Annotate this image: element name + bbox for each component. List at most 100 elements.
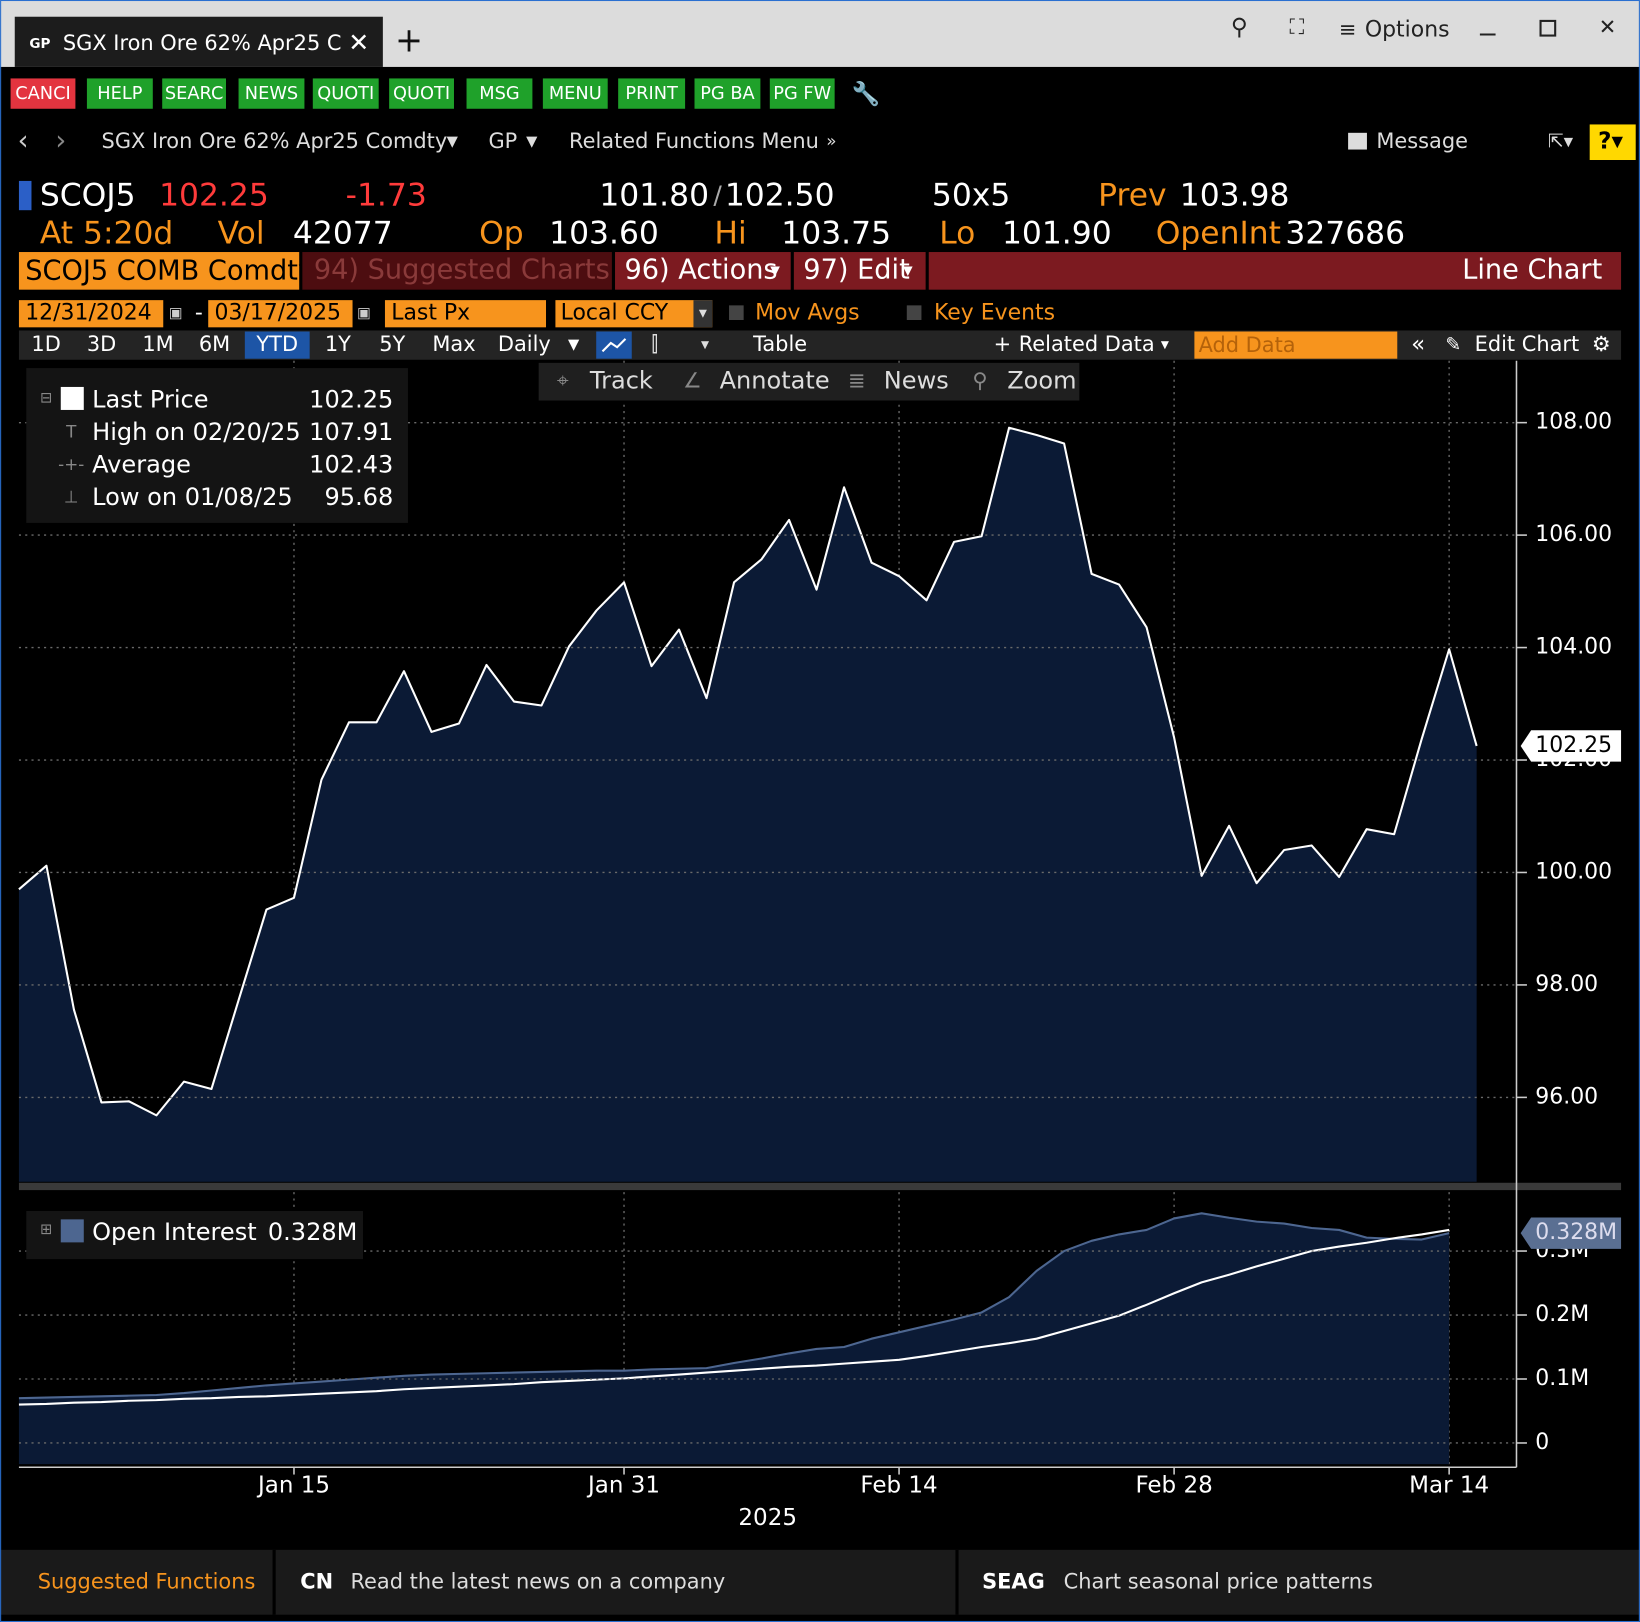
toolbar-label: QUOTI bbox=[317, 84, 374, 104]
period[interactable]: 1Y bbox=[325, 332, 351, 356]
field-selector[interactable] bbox=[384, 300, 547, 328]
end-date-field[interactable] bbox=[208, 300, 353, 328]
tool[interactable]: Track bbox=[589, 367, 653, 395]
vol: 42077 bbox=[293, 215, 393, 251]
toolbar-button[interactable] bbox=[542, 78, 608, 109]
security-field[interactable] bbox=[18, 252, 300, 290]
suggested-button[interactable] bbox=[302, 252, 612, 290]
period[interactable]: 3D bbox=[87, 332, 116, 356]
function-text[interactable]: Chart seasonal price patterns bbox=[1064, 1569, 1373, 1593]
tab[interactable] bbox=[14, 16, 383, 67]
back[interactable]: ‹ bbox=[18, 126, 29, 157]
function-text[interactable]: Read the latest news on a company bbox=[350, 1569, 725, 1593]
legend-value: 107.91 bbox=[309, 418, 393, 446]
toolbar-label: CANCI bbox=[15, 84, 71, 104]
related-data[interactable]: Related Data bbox=[1019, 332, 1155, 356]
tool-icon: ⌖ bbox=[557, 369, 569, 393]
search-icon[interactable]: ⚲ bbox=[1231, 15, 1248, 41]
add-data-field[interactable] bbox=[1194, 331, 1398, 359]
dropdown[interactable]: » bbox=[826, 131, 836, 151]
legend-expand[interactable]: ⊞ bbox=[40, 1221, 52, 1238]
y-tick-label: 0.1M bbox=[1535, 1366, 1589, 1391]
line bbox=[18, 1212, 1450, 1400]
period[interactable]: 1M bbox=[142, 332, 173, 356]
toolbar-button[interactable] bbox=[694, 78, 761, 109]
currency-dropdown[interactable] bbox=[693, 300, 713, 328]
period[interactable]: 1D bbox=[31, 332, 60, 356]
settings-icon[interactable]: ⚙ bbox=[1592, 332, 1611, 356]
message-icon bbox=[1348, 132, 1367, 150]
last-value-tag bbox=[1520, 730, 1622, 762]
toolbar-label: MSG bbox=[479, 84, 519, 104]
period[interactable]: 6M bbox=[199, 332, 230, 356]
separator[interactable] bbox=[18, 1182, 1622, 1191]
prev: 103.98 bbox=[1180, 178, 1290, 214]
tool[interactable]: News bbox=[884, 367, 949, 395]
fullscreen-icon[interactable]: ⛶ bbox=[1289, 15, 1306, 39]
area bbox=[18, 427, 1477, 1182]
calendar-icon[interactable]: ▣ bbox=[169, 305, 183, 322]
currency-selector[interactable] bbox=[555, 300, 713, 328]
tool[interactable]: Annotate bbox=[720, 367, 830, 395]
close-window[interactable]: ✕ bbox=[1599, 15, 1617, 39]
options[interactable]: Options bbox=[1365, 17, 1450, 42]
period[interactable]: 5Y bbox=[379, 332, 405, 356]
legend-glyph: -+- bbox=[58, 454, 84, 474]
toolbar-button[interactable] bbox=[10, 78, 76, 109]
nav-related[interactable]: Related Functions Menu bbox=[569, 129, 819, 153]
op-label: Op bbox=[479, 215, 524, 251]
function-code[interactable]: CN bbox=[300, 1569, 333, 1593]
table[interactable]: Table bbox=[752, 332, 807, 356]
dropdown: ▼ bbox=[568, 336, 580, 353]
actions-button[interactable] bbox=[615, 252, 791, 290]
dropdown[interactable]: ▼ bbox=[526, 133, 538, 150]
nav-security[interactable]: SGX Iron Ore 62% Apr25 Comdty bbox=[102, 129, 448, 153]
checkbox[interactable] bbox=[906, 305, 922, 321]
wrench-icon[interactable]: 🔧 bbox=[852, 80, 881, 108]
toolbar-button[interactable] bbox=[389, 78, 454, 109]
help-button[interactable] bbox=[1589, 124, 1636, 161]
legend-glyph: ⊥ bbox=[64, 486, 79, 506]
calendar-icon[interactable]: ▣ bbox=[357, 305, 371, 322]
nav-message[interactable]: Message bbox=[1376, 129, 1468, 153]
period[interactable]: YTD bbox=[255, 332, 298, 356]
collapse-icon[interactable]: « bbox=[1411, 332, 1425, 358]
start-date-field[interactable] bbox=[18, 300, 164, 328]
toolbar-label: SEARC bbox=[165, 84, 224, 104]
legend-collapse[interactable]: ⊟ bbox=[40, 389, 52, 406]
hi-label: Hi bbox=[714, 215, 746, 251]
nav-function[interactable]: GP bbox=[488, 129, 517, 153]
share-icon[interactable]: ⇱▾ bbox=[1548, 132, 1574, 153]
toolbar-button[interactable] bbox=[466, 78, 533, 109]
toolbar-button[interactable] bbox=[86, 78, 153, 109]
ticker-marker bbox=[18, 180, 32, 211]
new-tab[interactable]: + bbox=[395, 20, 423, 59]
at: At 5:20d bbox=[40, 215, 174, 251]
menu-icon[interactable]: ≡ bbox=[1339, 17, 1357, 41]
separator: / bbox=[713, 181, 722, 210]
tool[interactable]: Zoom bbox=[1007, 367, 1076, 395]
function-code[interactable]: SEAG bbox=[982, 1569, 1045, 1593]
menu-security: SCOJ5 COMB Comdty bbox=[25, 255, 314, 286]
bar-chart-icon[interactable]: ⫿ bbox=[651, 332, 658, 356]
legend-glyph: T bbox=[65, 421, 77, 441]
checkbox[interactable] bbox=[729, 305, 744, 321]
edit-chart[interactable]: Edit Chart bbox=[1475, 332, 1580, 356]
dropdown[interactable]: ▼ bbox=[447, 133, 459, 150]
forward[interactable]: › bbox=[55, 126, 66, 157]
toolbar-button[interactable] bbox=[769, 78, 835, 109]
edit-button[interactable] bbox=[793, 252, 926, 290]
toolbar-button[interactable] bbox=[618, 78, 686, 109]
chart-type-bar bbox=[928, 252, 1622, 290]
period[interactable]: Max bbox=[432, 332, 475, 356]
tool-icon: ∠ bbox=[683, 369, 702, 393]
toolbar-button[interactable] bbox=[238, 78, 305, 109]
toolbar-button[interactable] bbox=[312, 78, 379, 109]
oi: 327686 bbox=[1285, 215, 1405, 251]
prev-label: Prev bbox=[1098, 178, 1166, 214]
frequency[interactable]: Daily bbox=[498, 332, 551, 356]
x-tick-label: Feb 28 bbox=[1135, 1473, 1212, 1499]
toolbar-button[interactable] bbox=[162, 78, 226, 109]
maximize[interactable] bbox=[1539, 19, 1557, 37]
close-tab[interactable]: ✕ bbox=[348, 28, 369, 57]
